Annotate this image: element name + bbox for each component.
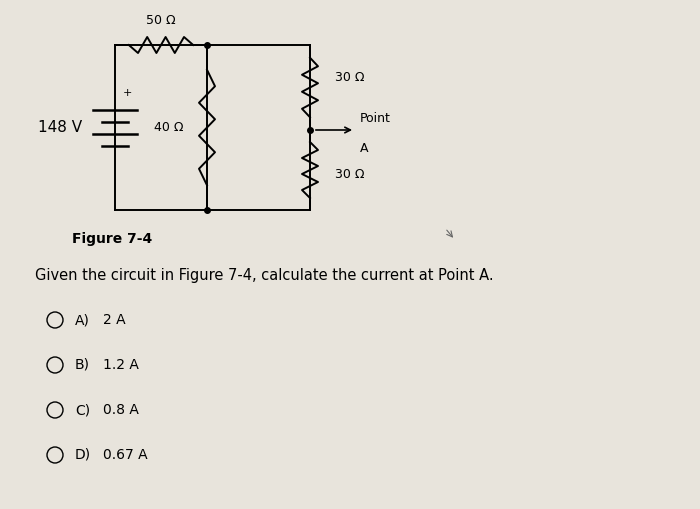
Text: A): A) [75, 313, 90, 327]
Text: Given the circuit in Figure 7-4, calculate the current at Point A.: Given the circuit in Figure 7-4, calcula… [35, 268, 493, 283]
Text: 30 Ω: 30 Ω [335, 71, 365, 84]
Text: D): D) [75, 448, 91, 462]
Text: 2 A: 2 A [103, 313, 125, 327]
Text: C): C) [75, 403, 90, 417]
Text: A: A [360, 142, 368, 155]
Text: Point: Point [360, 112, 391, 125]
Text: 148 V: 148 V [38, 120, 82, 135]
Text: B): B) [75, 358, 90, 372]
Text: 0.67 A: 0.67 A [103, 448, 148, 462]
Text: +: + [122, 88, 132, 98]
Text: Figure 7-4: Figure 7-4 [72, 232, 153, 246]
Text: 0.8 A: 0.8 A [103, 403, 139, 417]
Text: 1.2 A: 1.2 A [103, 358, 139, 372]
Text: 50 Ω: 50 Ω [146, 14, 176, 27]
Text: 40 Ω: 40 Ω [154, 121, 183, 134]
Text: 30 Ω: 30 Ω [335, 168, 365, 182]
